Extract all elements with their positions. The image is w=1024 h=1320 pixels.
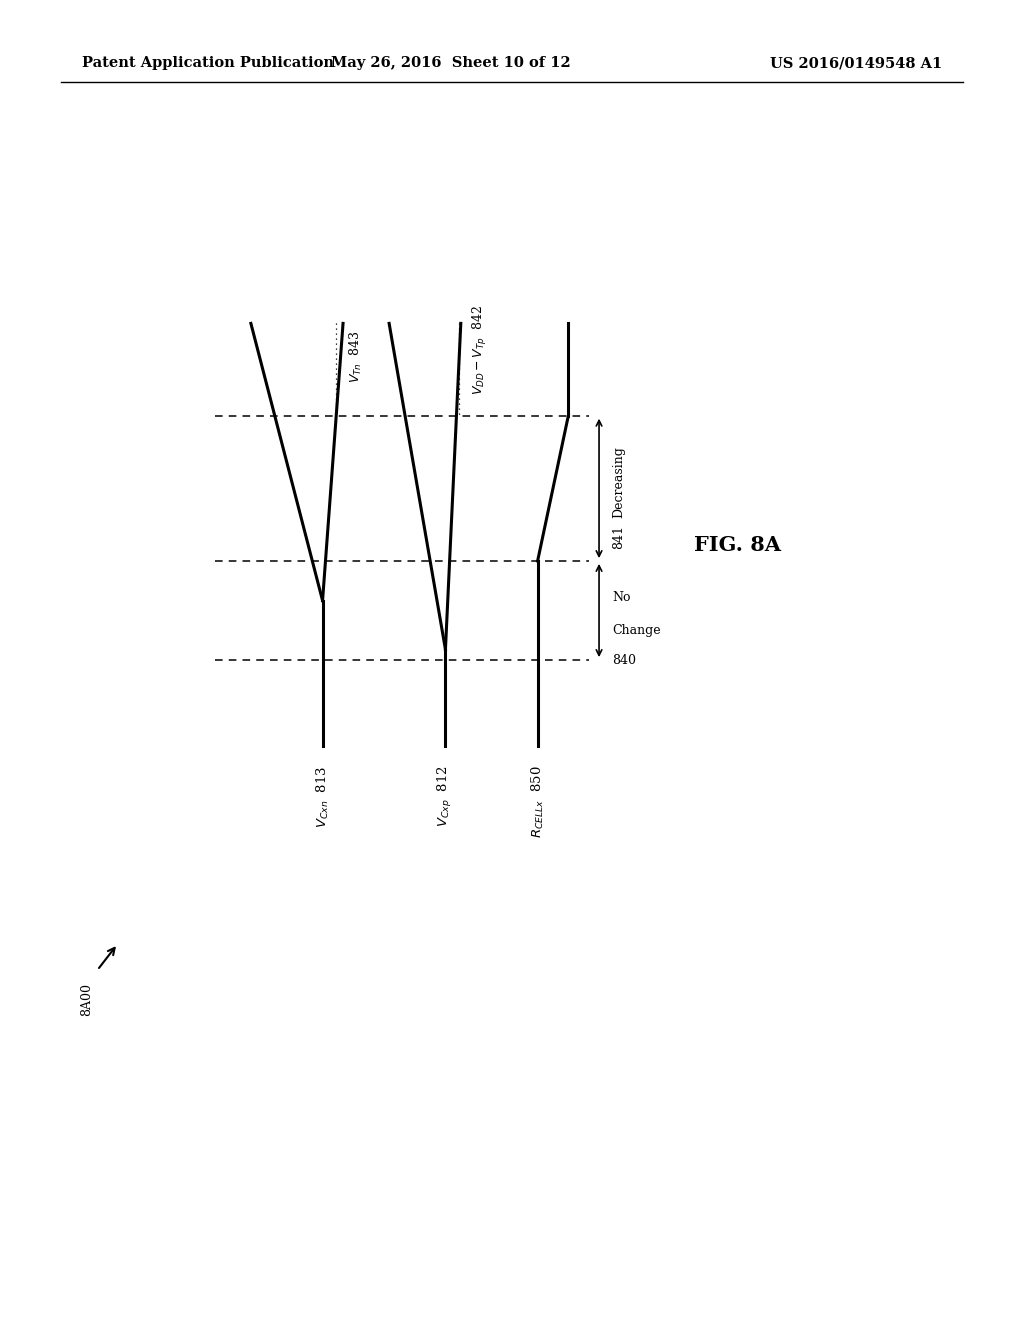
Text: $V_{Cxp}$  812: $V_{Cxp}$ 812 <box>436 766 455 828</box>
Text: US 2016/0149548 A1: US 2016/0149548 A1 <box>770 57 942 70</box>
Text: $V_{Cxn}$  813: $V_{Cxn}$ 813 <box>314 766 331 828</box>
Text: 8A00: 8A00 <box>81 983 93 1016</box>
Text: May 26, 2016  Sheet 10 of 12: May 26, 2016 Sheet 10 of 12 <box>331 57 570 70</box>
Text: $V_{DD} - V_{Tp}$  842: $V_{DD} - V_{Tp}$ 842 <box>471 305 489 395</box>
Text: 840: 840 <box>612 655 636 667</box>
Text: $R_{CELLx}$  850: $R_{CELLx}$ 850 <box>529 766 546 838</box>
Text: FIG. 8A: FIG. 8A <box>694 535 780 556</box>
Text: Change: Change <box>612 624 660 636</box>
Text: No: No <box>612 591 631 603</box>
Text: Patent Application Publication: Patent Application Publication <box>82 57 334 70</box>
Text: $V_{Tn}$  843: $V_{Tn}$ 843 <box>348 330 365 383</box>
Text: 841: 841 <box>612 525 626 549</box>
Text: Decreasing: Decreasing <box>612 446 626 517</box>
